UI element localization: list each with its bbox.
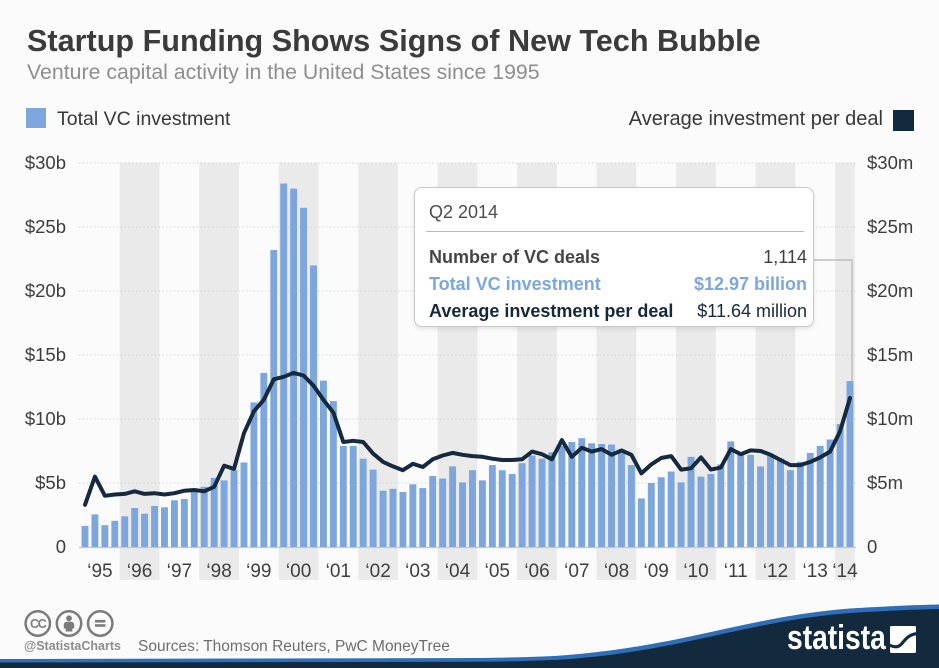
svg-text:$30m: $30m (867, 152, 913, 173)
svg-text:‘95: ‘95 (87, 561, 112, 582)
svg-text:$25b: $25b (25, 216, 66, 237)
svg-text:‘12: ‘12 (763, 561, 788, 582)
svg-text:‘04: ‘04 (445, 561, 471, 582)
svg-text:‘97: ‘97 (167, 561, 192, 582)
svg-text:$15m: $15m (867, 344, 913, 365)
svg-text:$5b: $5b (35, 472, 66, 493)
svg-text:‘06: ‘06 (524, 561, 549, 582)
svg-text:‘13: ‘13 (803, 561, 828, 582)
svg-text:$15b: $15b (25, 344, 66, 365)
svg-text:$5m: $5m (867, 472, 903, 493)
svg-text:‘02: ‘02 (365, 561, 390, 582)
svg-text:‘14: ‘14 (832, 561, 858, 582)
svg-text:0: 0 (867, 536, 877, 557)
svg-text:‘00: ‘00 (286, 561, 311, 582)
svg-text:$20m: $20m (867, 280, 913, 301)
svg-text:‘96: ‘96 (127, 561, 152, 582)
svg-text:‘03: ‘03 (405, 561, 430, 582)
svg-text:$30b: $30b (25, 152, 66, 173)
svg-text:‘08: ‘08 (604, 561, 629, 582)
svg-text:$20b: $20b (25, 280, 66, 301)
svg-text:‘01: ‘01 (326, 561, 351, 582)
svg-text:‘11: ‘11 (724, 561, 748, 582)
svg-text:CC: CC (30, 617, 47, 631)
svg-text:‘09: ‘09 (644, 561, 669, 582)
svg-text:‘05: ‘05 (485, 561, 510, 582)
svg-text:‘99: ‘99 (246, 561, 271, 582)
svg-text:$10m: $10m (867, 408, 913, 429)
svg-text:‘98: ‘98 (206, 561, 231, 582)
svg-text:$25m: $25m (867, 216, 913, 237)
svg-text:0: 0 (56, 536, 66, 557)
svg-text:‘10: ‘10 (683, 561, 708, 582)
svg-text:$10b: $10b (25, 408, 66, 429)
svg-text:‘07: ‘07 (564, 561, 589, 582)
